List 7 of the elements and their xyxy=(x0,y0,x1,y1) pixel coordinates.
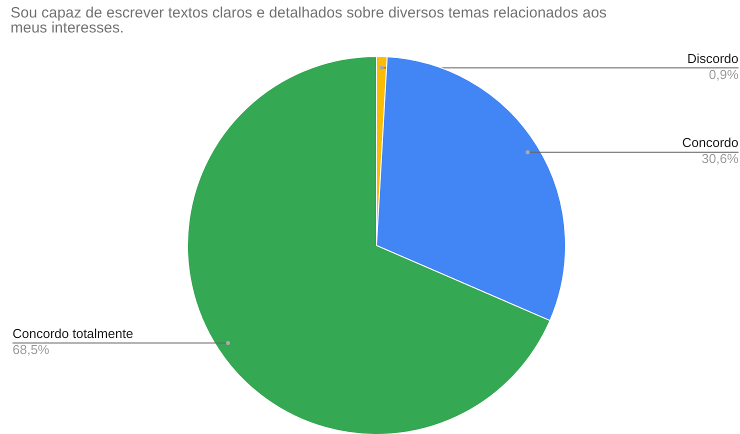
data-label: 0,9% xyxy=(708,66,739,82)
slice-label: Concordo xyxy=(682,135,739,150)
slice-label: Concordo totalmente xyxy=(12,326,134,342)
data-label: 68,5% xyxy=(12,342,50,358)
slice-label: Discordo xyxy=(687,50,738,66)
data-label: 30,6% xyxy=(702,151,739,166)
chart-title: Sou capaz de escrever textos claros e detalhados sobre diversos temas relacionados aos meus interesses. xyxy=(10,4,607,36)
